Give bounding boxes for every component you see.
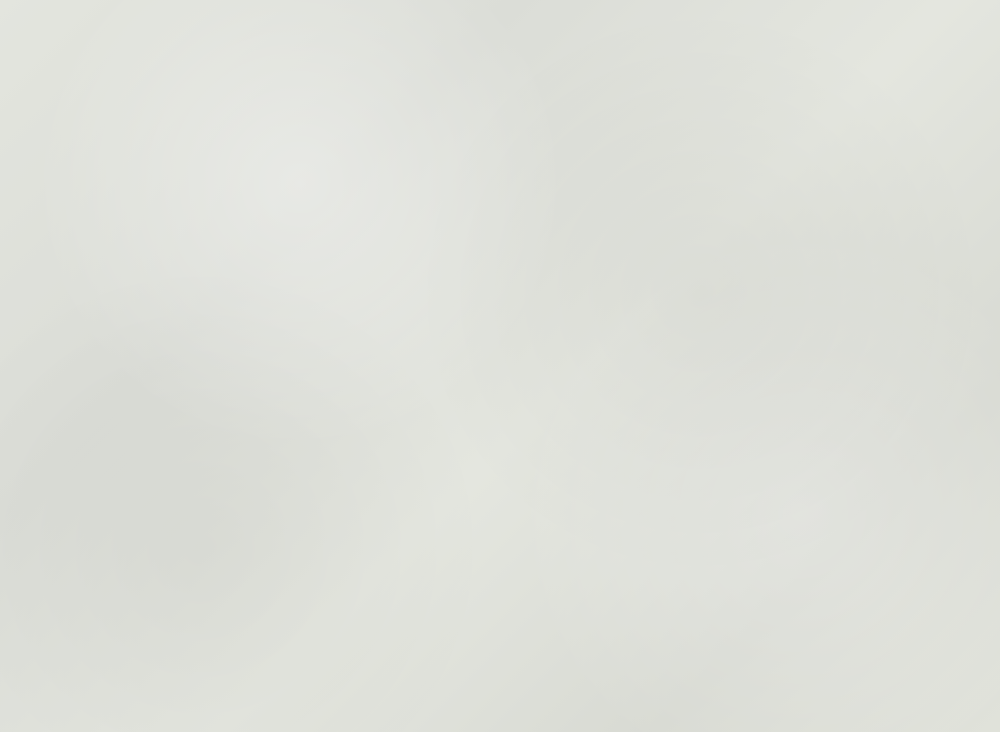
paper-background — [0, 0, 1000, 732]
